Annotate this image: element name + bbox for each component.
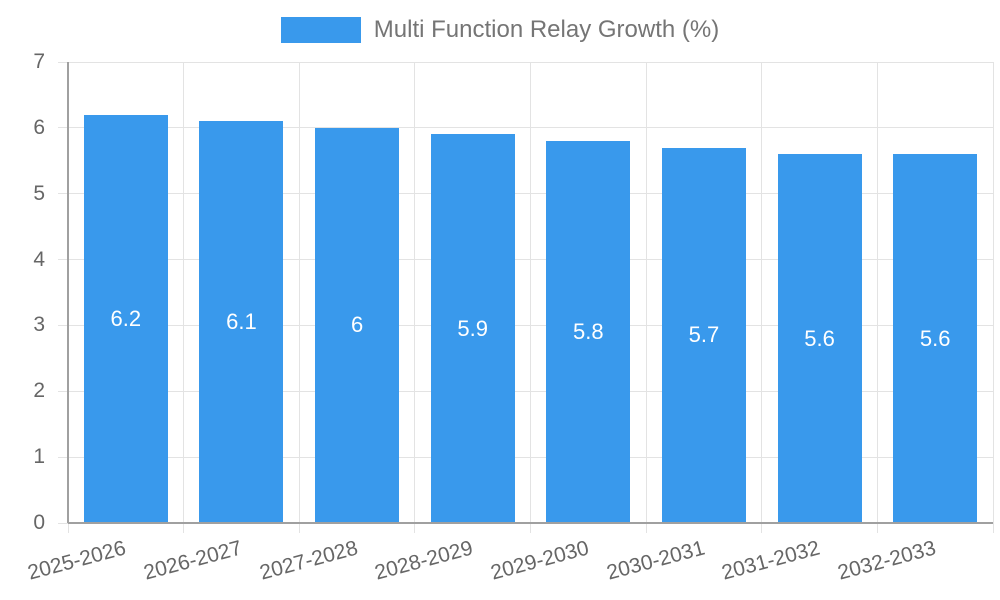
y-gridline [58, 390, 993, 392]
x-gridline [183, 62, 185, 533]
x-axis-tick-label: 2031-2032 [719, 536, 823, 585]
x-gridline [414, 62, 416, 533]
bar-value-label: 5.6 [919, 325, 951, 351]
bar-value-label: 5.9 [457, 315, 488, 341]
y-axis-tick-label: 1 [33, 445, 45, 469]
bar-2026-2027[interactable] [199, 121, 284, 523]
bar-value-label: 5.6 [804, 325, 835, 351]
bar-value-label: 5.8 [573, 319, 604, 344]
x-gridline [530, 62, 531, 533]
bar-value-label: 6.1 [226, 309, 257, 335]
y-gridline [58, 61, 993, 63]
x-axis-tick-label: 2029-2030 [488, 536, 592, 585]
x-gridline [298, 62, 300, 533]
y-axis-tick-label: 6 [33, 115, 45, 139]
y-gridline [58, 193, 993, 195]
x-axis-tick-label: 2032-2033 [835, 536, 939, 585]
x-axis-line [68, 522, 993, 524]
y-axis-tick-label: 4 [33, 247, 45, 271]
bar-value-label: 6.2 [110, 305, 142, 331]
y-axis-tick-label: 2 [33, 379, 45, 403]
x-gridline [992, 62, 994, 533]
bar-2028-2029[interactable] [430, 134, 515, 523]
y-gridline [58, 324, 993, 326]
bar-value-label: 6 [350, 312, 364, 338]
legend-item[interactable]: Multi Function Relay Growth (%) [280, 16, 720, 44]
bar-2030-2031[interactable] [661, 147, 746, 523]
y-axis-tick-label: 0 [33, 511, 45, 534]
bar-2025-2026[interactable] [83, 114, 168, 523]
y-gridline [58, 127, 993, 129]
x-gridline [761, 62, 763, 533]
bar-2027-2028[interactable] [315, 127, 400, 523]
legend-swatch-icon [280, 17, 361, 43]
x-axis-tick-label: 2026-2027 [141, 536, 245, 585]
bar-2031-2032[interactable] [777, 154, 862, 523]
y-gridline [58, 259, 993, 261]
x-axis-tick-label: 2027-2028 [256, 536, 360, 585]
y-axis-tick-label: 5 [33, 181, 45, 205]
bar-2029-2030[interactable] [546, 141, 631, 523]
x-axis-tick-label: 2028-2029 [372, 536, 476, 585]
x-axis-tick-label: 2030-2031 [603, 536, 707, 585]
y-axis-tick-label: 3 [33, 313, 45, 337]
x-gridline [645, 62, 647, 533]
legend-label: Multi Function Relay Growth (%) [373, 16, 720, 43]
bar-value-label: 5.7 [688, 322, 720, 348]
bar-2032-2033[interactable] [893, 154, 978, 523]
y-axis-line [67, 62, 69, 523]
chart-legend: Multi Function Relay Growth (%) [0, 16, 1000, 44]
y-axis-tick-label: 7 [33, 50, 45, 73]
y-gridline [58, 456, 993, 458]
x-axis-tick-label: 2025-2026 [25, 536, 129, 585]
x-gridline [876, 62, 878, 533]
